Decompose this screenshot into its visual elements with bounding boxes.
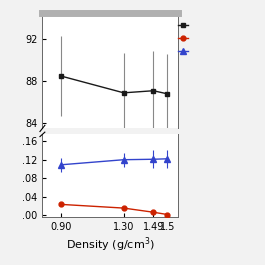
X-axis label: Density (g/cm$^3$): Density (g/cm$^3$) bbox=[66, 235, 155, 254]
Legend: , , : , , bbox=[175, 17, 194, 59]
